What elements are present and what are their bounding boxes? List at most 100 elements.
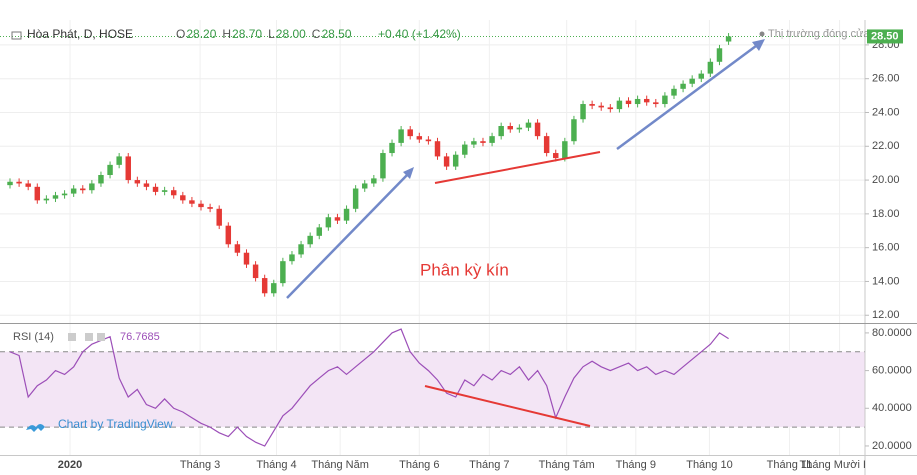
mark-layer (0, 33, 865, 447)
candle-body (125, 156, 131, 181)
ohlc-header: O 28.20 H 28.70 L 28.00 C 28.50 (176, 27, 352, 41)
market-dot (759, 31, 765, 37)
candle-body (580, 104, 586, 120)
ohlc-value: 28.70 (232, 27, 262, 41)
candle-body (252, 264, 259, 279)
candle-body (70, 188, 77, 194)
watermark: Chart by TradingView (26, 417, 173, 432)
candle-body (480, 141, 486, 143)
candle-body (316, 227, 322, 236)
ohlc-key: O (176, 27, 185, 41)
candle-body (371, 178, 377, 184)
candle-body (170, 190, 177, 196)
candle-body (589, 104, 595, 106)
candle-body (134, 180, 141, 184)
candle-body (452, 154, 459, 167)
x-tick-label: Tháng 7 (469, 459, 509, 471)
y-tick-label: 12.00 (872, 309, 900, 321)
candle-body (307, 235, 313, 245)
candle-body (434, 141, 441, 157)
rsi-label: RSI (14) (13, 331, 54, 343)
x-tick-label: Tháng Mười Hai (800, 459, 880, 471)
candle-body (34, 186, 41, 201)
rsi-band-fill (0, 351, 865, 428)
ohlc-value: 28.00 (276, 27, 306, 41)
candle-body (289, 254, 295, 262)
candle-body (462, 144, 468, 155)
candle-body (261, 278, 268, 294)
candle-body (671, 88, 677, 96)
candle-body (643, 98, 650, 103)
divergence-line (434, 151, 601, 184)
candle-body (662, 95, 668, 105)
rsi-tick-label: 40.0000 (872, 402, 912, 414)
rsi-tick-label: 60.0000 (872, 365, 912, 377)
rsi-tick-label: 80.0000 (872, 327, 912, 339)
candle-body (116, 156, 122, 165)
candle-body (416, 136, 423, 140)
candle-body (489, 136, 495, 143)
candle-body (298, 244, 304, 255)
arrow-head (752, 39, 765, 51)
arrow-head (403, 167, 414, 179)
candle-body (380, 153, 386, 179)
collapse-icon[interactable] (11, 31, 22, 40)
symbol-title: Hòa Phát, D, HOSE (27, 27, 133, 41)
ohlc-value: 28.50 (321, 27, 351, 41)
change: +0.40 (+1.42%) (378, 27, 461, 41)
candle-body (607, 107, 614, 110)
candle-body (207, 207, 213, 209)
candle-body (616, 100, 623, 110)
watermark-text: Chart by TradingView (58, 417, 173, 431)
y-tick-label: 18.00 (872, 208, 900, 220)
candle-body (653, 102, 659, 105)
trend-arrow (616, 41, 761, 151)
y-tick-label: 24.00 (872, 106, 900, 118)
x-tick-label: Tháng 6 (399, 459, 439, 471)
candle-body (198, 203, 204, 208)
candle-body (89, 183, 95, 191)
candle-body (498, 126, 504, 137)
x-tick-label: Tháng 10 (686, 459, 732, 471)
candle-body (562, 141, 568, 159)
candle-body (716, 48, 723, 62)
candle-body (61, 193, 68, 196)
x-tick-label: Tháng 11 (767, 459, 813, 471)
candle-body (525, 122, 532, 128)
candle-body (443, 156, 450, 167)
candle-body (362, 183, 368, 189)
y-tick-label: 22.00 (872, 140, 900, 152)
candle-body (143, 183, 150, 187)
candle-body (271, 283, 277, 294)
candle-body (234, 244, 241, 253)
candle-body (343, 208, 350, 221)
candle-body (680, 83, 686, 89)
x-tick-label: Tháng 9 (616, 459, 656, 471)
y-tick-label: 26.00 (872, 73, 900, 85)
candle-body (152, 186, 159, 192)
candle-body (161, 190, 168, 192)
button[interactable] (68, 333, 76, 341)
candle-body (180, 195, 186, 201)
candle-body (507, 126, 513, 130)
candle-body (698, 73, 705, 79)
candle-body (280, 261, 286, 284)
candle-body (707, 61, 714, 74)
candle-body (571, 119, 577, 142)
x-tick-label: 2020 (58, 459, 82, 471)
y-tick-label: 16.00 (872, 242, 900, 254)
candle-body (334, 217, 341, 221)
rsi-tick-label: 20.0000 (872, 440, 912, 452)
market-note: Thị trường đóng cửa (768, 28, 870, 40)
button[interactable] (85, 333, 93, 341)
candle-body (425, 139, 432, 142)
last-price-box (867, 29, 903, 44)
candle-body (553, 153, 559, 159)
candle-body (471, 141, 477, 145)
button[interactable] (97, 333, 105, 341)
candle-body (352, 188, 359, 209)
y-tick-label: 20.00 (872, 174, 900, 186)
x-tick-label: Tháng Tám (539, 459, 595, 471)
drawings (286, 39, 765, 427)
